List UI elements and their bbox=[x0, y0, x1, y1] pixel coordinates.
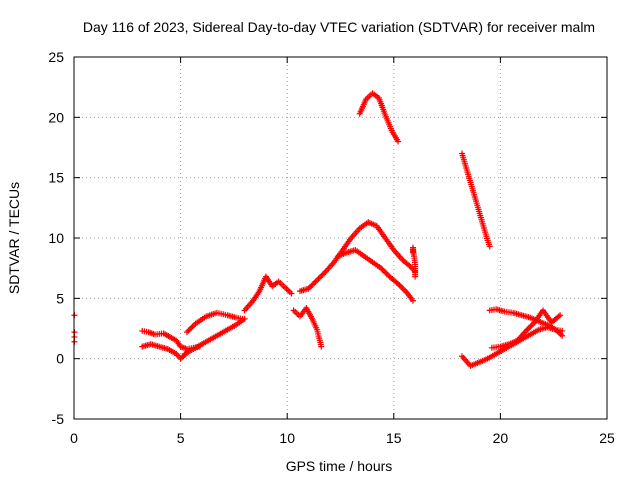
y-tick-label: 5 bbox=[56, 290, 64, 306]
data-point bbox=[528, 322, 535, 329]
series-rise-to-noon bbox=[181, 315, 248, 357]
data-point bbox=[383, 270, 390, 277]
y-axis-label: SDTVAR / TECUs bbox=[6, 182, 22, 294]
series-morning-band-lower bbox=[139, 341, 188, 362]
series-upper-decay bbox=[365, 219, 419, 275]
data-point bbox=[189, 323, 196, 330]
data-point bbox=[188, 324, 195, 331]
y-tick-label: -5 bbox=[52, 411, 65, 427]
plot-frame bbox=[73, 56, 608, 420]
data-point bbox=[309, 281, 316, 288]
data-point bbox=[316, 274, 323, 281]
data-point bbox=[185, 327, 192, 334]
data-point bbox=[314, 277, 321, 284]
data-point bbox=[524, 326, 531, 333]
grid-lines bbox=[74, 57, 607, 419]
data-point bbox=[559, 332, 566, 339]
series-hump-track bbox=[183, 309, 246, 336]
data-point bbox=[557, 312, 564, 319]
data-point bbox=[318, 273, 325, 280]
data-point bbox=[239, 315, 246, 322]
x-tick-label: 0 bbox=[70, 430, 78, 446]
data-point bbox=[400, 286, 407, 293]
data-point bbox=[318, 343, 325, 350]
chart-title: Day 116 of 2023, Sidereal Day-to-day VTE… bbox=[83, 19, 595, 35]
data-point bbox=[312, 278, 319, 285]
data-point bbox=[412, 273, 419, 280]
data-point bbox=[319, 271, 326, 278]
x-tick-label: 10 bbox=[279, 430, 295, 446]
series-steep-decline bbox=[459, 150, 493, 250]
y-tick-label: 15 bbox=[48, 170, 64, 186]
axes: 0 5 10 15 20 25 -5 0 5 10 15 20 25 bbox=[48, 49, 615, 446]
series-dip-at-11h bbox=[290, 304, 325, 350]
series-evening-upper-track bbox=[486, 306, 566, 339]
series-evening-rise bbox=[459, 324, 566, 369]
data-point bbox=[380, 267, 387, 274]
y-tick-label: 20 bbox=[48, 109, 64, 125]
data-point bbox=[308, 282, 315, 289]
y-tick-label: 0 bbox=[56, 351, 64, 367]
data-point bbox=[527, 323, 534, 330]
x-tick-label: 20 bbox=[493, 430, 509, 446]
data-point bbox=[382, 269, 389, 276]
series-lower-decay bbox=[335, 247, 416, 304]
series-rise-to-peak bbox=[296, 219, 372, 295]
x-tick-label: 5 bbox=[177, 430, 185, 446]
data-point bbox=[315, 275, 322, 282]
data-points bbox=[71, 90, 566, 369]
series-late-morning-scatter bbox=[241, 273, 295, 314]
data-point bbox=[397, 283, 404, 290]
data-point bbox=[395, 138, 402, 145]
data-point bbox=[186, 326, 193, 333]
series-evening-wave bbox=[488, 307, 564, 351]
data-point bbox=[321, 270, 328, 277]
data-point bbox=[525, 325, 532, 332]
data-point bbox=[311, 280, 318, 287]
data-point bbox=[183, 329, 190, 336]
data-point bbox=[409, 297, 416, 304]
series-high-arc bbox=[356, 90, 402, 145]
x-tick-label: 25 bbox=[599, 430, 615, 446]
y-tick-label: 10 bbox=[48, 230, 64, 246]
data-point bbox=[486, 243, 493, 250]
data-point bbox=[402, 287, 409, 294]
data-point bbox=[399, 285, 406, 292]
series-end-stub bbox=[409, 244, 419, 280]
data-point bbox=[288, 290, 295, 297]
x-axis-label: GPS time / hours bbox=[286, 458, 393, 474]
x-tick-label: 15 bbox=[386, 430, 402, 446]
y-tick-label: 25 bbox=[48, 49, 64, 65]
